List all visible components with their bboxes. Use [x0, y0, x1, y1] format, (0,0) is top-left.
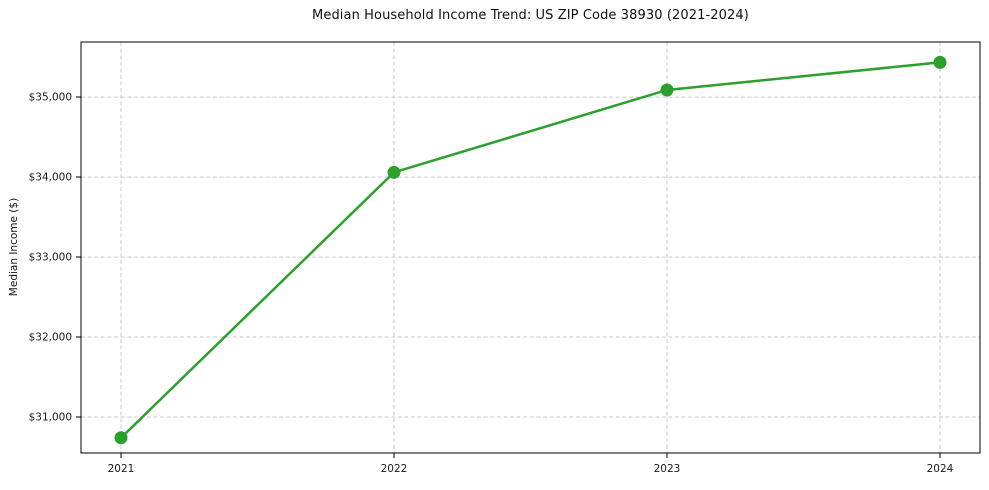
x-tick-label: 2023: [654, 463, 681, 475]
y-tick-label: $35,000: [29, 92, 72, 104]
data-point-marker-2024: [933, 55, 947, 69]
x-tick-label: 2024: [927, 463, 954, 475]
y-tick-label: $32,000: [29, 332, 72, 344]
x-tick-label: 2022: [381, 463, 408, 475]
data-point-marker-2023: [660, 83, 674, 97]
y-tick-label: $34,000: [29, 172, 72, 184]
axis-frame: [80, 41, 981, 454]
x-tick-label: 2021: [108, 463, 135, 475]
data-point-marker-2022: [387, 165, 401, 179]
y-tick-label: $33,000: [29, 252, 72, 264]
chart-title: Median Household Income Trend: US ZIP Co…: [312, 8, 749, 23]
y-tick-label: $31,000: [29, 412, 72, 424]
y-axis-label: Median Income ($): [8, 197, 20, 297]
data-point-marker-2021: [114, 431, 128, 445]
trend-line: [119, 61, 942, 440]
